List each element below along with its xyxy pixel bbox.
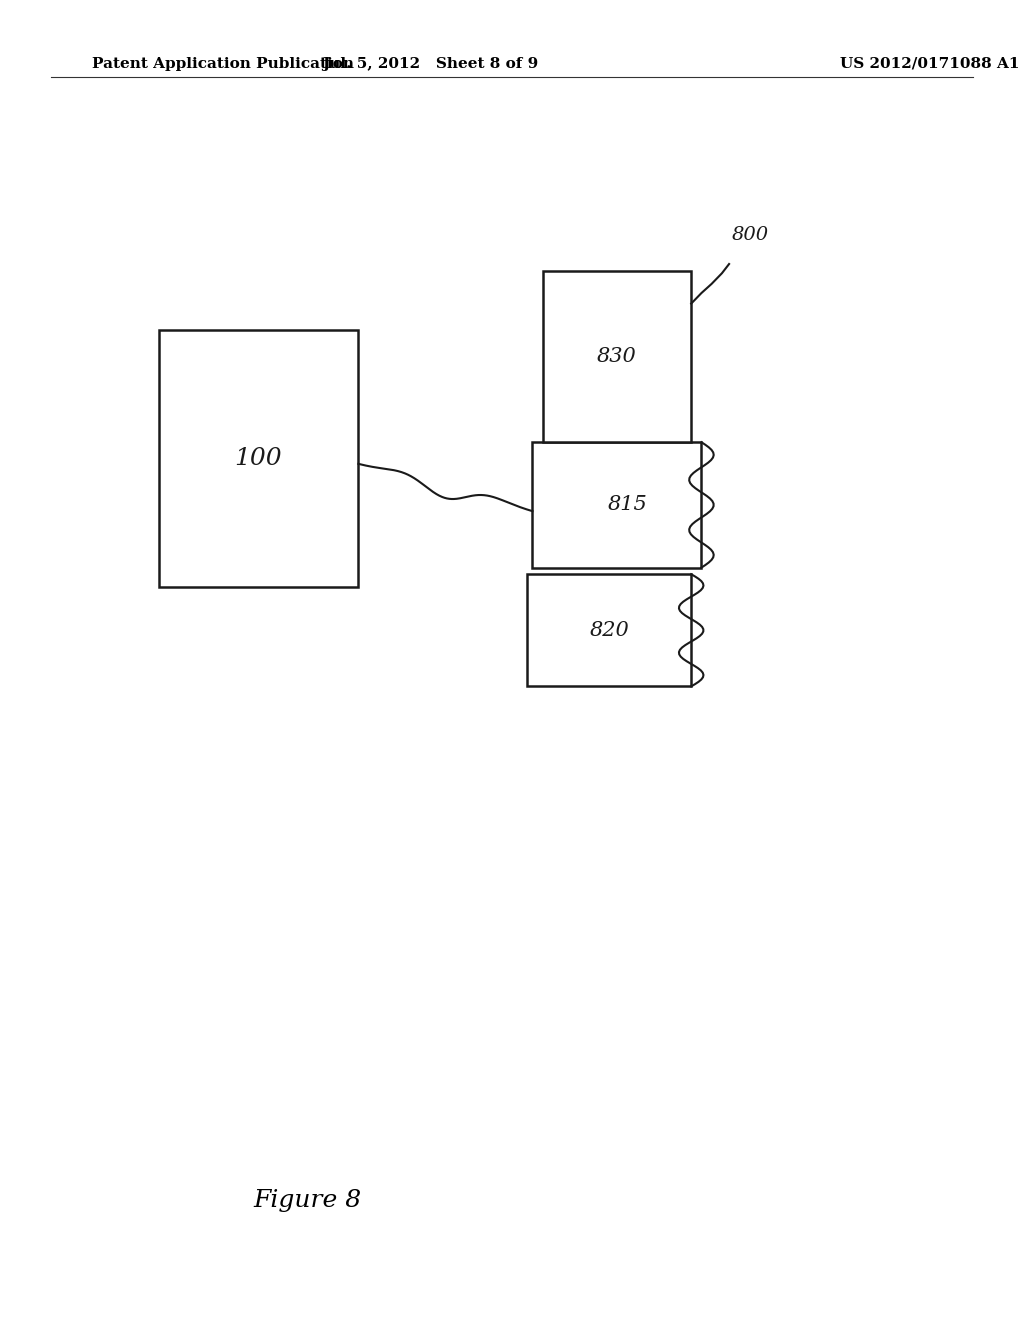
FancyBboxPatch shape [543, 271, 691, 442]
Text: 100: 100 [234, 447, 283, 470]
Text: Jul. 5, 2012   Sheet 8 of 9: Jul. 5, 2012 Sheet 8 of 9 [322, 57, 539, 71]
Text: Patent Application Publication: Patent Application Publication [92, 57, 354, 71]
Text: 820: 820 [590, 620, 629, 640]
FancyBboxPatch shape [532, 442, 701, 568]
Text: 815: 815 [607, 495, 647, 515]
FancyBboxPatch shape [159, 330, 358, 587]
Text: 830: 830 [597, 347, 637, 366]
Text: 800: 800 [732, 226, 769, 244]
Text: Figure 8: Figure 8 [253, 1189, 361, 1212]
Text: US 2012/0171088 A1: US 2012/0171088 A1 [840, 57, 1019, 71]
FancyBboxPatch shape [527, 574, 691, 686]
